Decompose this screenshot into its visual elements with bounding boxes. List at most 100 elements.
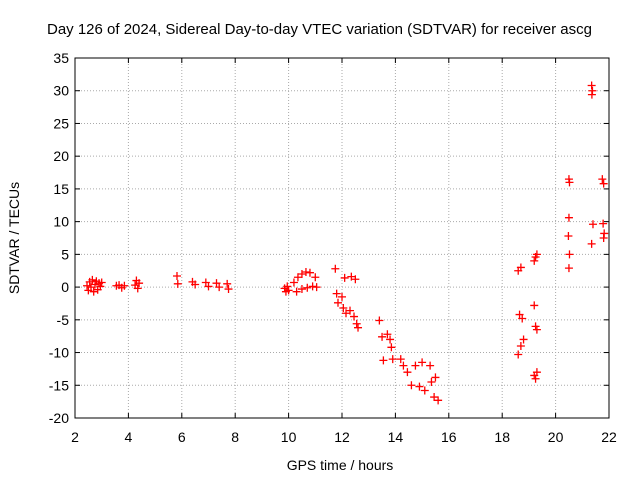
data-point <box>399 361 408 370</box>
y-tick-label: -15 <box>49 377 69 393</box>
data-point <box>514 350 523 359</box>
data-point <box>599 179 608 188</box>
data-point <box>375 316 384 325</box>
data-point <box>331 264 340 273</box>
y-tick-label: 25 <box>53 115 69 131</box>
data-point <box>135 279 144 288</box>
data-point <box>396 355 405 364</box>
data-point <box>378 332 387 341</box>
y-tick-label: 5 <box>61 246 69 262</box>
x-tick-label: 8 <box>231 429 239 445</box>
data-point <box>564 213 573 222</box>
data-point <box>312 283 321 292</box>
data-point <box>88 275 97 284</box>
data-point <box>516 342 525 350</box>
data-point <box>516 263 525 272</box>
y-tick-label: 10 <box>53 214 69 230</box>
data-point <box>89 287 98 296</box>
y-tick-label: 30 <box>53 83 69 99</box>
data-point <box>383 330 392 339</box>
x-tick-label: 14 <box>388 429 404 445</box>
x-tick-label: 16 <box>441 429 457 445</box>
x-tick-label: 2 <box>71 429 79 445</box>
data-point <box>303 283 312 292</box>
data-point <box>96 282 105 291</box>
data-point <box>388 355 397 364</box>
data-point <box>530 256 539 265</box>
data-point <box>588 220 597 229</box>
data-point <box>427 378 436 386</box>
x-tick-label: 4 <box>125 429 133 445</box>
data-point <box>565 250 574 259</box>
data-point <box>518 314 527 323</box>
data-point <box>530 301 539 310</box>
data-point <box>87 283 96 292</box>
data-point <box>191 280 200 289</box>
data-point <box>293 273 302 282</box>
data-point <box>305 268 314 277</box>
data-point <box>311 273 320 282</box>
y-tick-label: -5 <box>57 312 70 328</box>
data-point <box>587 90 596 99</box>
data-point <box>133 284 142 293</box>
data-point <box>434 396 443 405</box>
data-point <box>173 279 182 288</box>
data-point <box>347 272 356 281</box>
data-point <box>120 281 129 290</box>
y-tick-label: 15 <box>53 181 69 197</box>
data-point <box>565 178 574 187</box>
ticks: 2 4 6 8 10 12 14 16 18 20 22 -20 -15 -10 -5 0 5 10 15 20 25 3… <box>49 50 617 445</box>
data-point <box>346 306 355 315</box>
data-point <box>386 335 395 344</box>
data-point <box>532 325 541 334</box>
data-point <box>333 298 342 307</box>
y-axis-label: SDTVAR / TECUs <box>6 182 22 294</box>
data-point <box>587 81 596 90</box>
x-tick-label: 22 <box>601 429 617 445</box>
y-tick-label: -20 <box>49 410 69 426</box>
y-tick-label: -10 <box>49 345 69 361</box>
data-point <box>297 270 306 278</box>
data-point <box>340 273 349 282</box>
data-point <box>407 381 416 390</box>
data-point <box>97 278 106 287</box>
data-point <box>587 239 596 248</box>
data-point <box>519 335 528 344</box>
data-point <box>204 282 213 291</box>
data-point <box>339 304 348 313</box>
data-point <box>352 319 361 328</box>
data-point <box>224 285 233 294</box>
x-tick-label: 6 <box>178 429 186 445</box>
data-point <box>564 264 573 273</box>
data-point <box>215 283 224 292</box>
data-point <box>564 232 573 241</box>
data-point <box>420 386 429 395</box>
data-point <box>418 358 427 367</box>
data-point <box>531 374 540 383</box>
data-point <box>338 292 346 301</box>
y-tick-label: 35 <box>53 50 69 66</box>
data-point <box>289 278 298 287</box>
data-point <box>354 323 363 332</box>
plot-frame <box>74 57 610 419</box>
data-point <box>308 282 317 291</box>
x-tick-label: 18 <box>494 429 510 445</box>
data-point <box>292 287 301 296</box>
data-point <box>403 368 412 377</box>
data-point <box>532 368 541 377</box>
x-tick-label: 20 <box>548 429 564 445</box>
data-point <box>599 234 608 242</box>
y-tick-label: 20 <box>53 148 69 164</box>
data-point <box>332 289 341 298</box>
data-point <box>379 356 388 365</box>
x-tick-label: 12 <box>334 429 350 445</box>
data-point <box>301 268 310 277</box>
data-points <box>83 81 609 405</box>
data-point <box>598 175 607 184</box>
data-point <box>415 382 424 391</box>
data-point <box>599 219 608 228</box>
data-point <box>411 361 420 370</box>
data-point <box>431 373 440 382</box>
data-point <box>350 312 359 321</box>
